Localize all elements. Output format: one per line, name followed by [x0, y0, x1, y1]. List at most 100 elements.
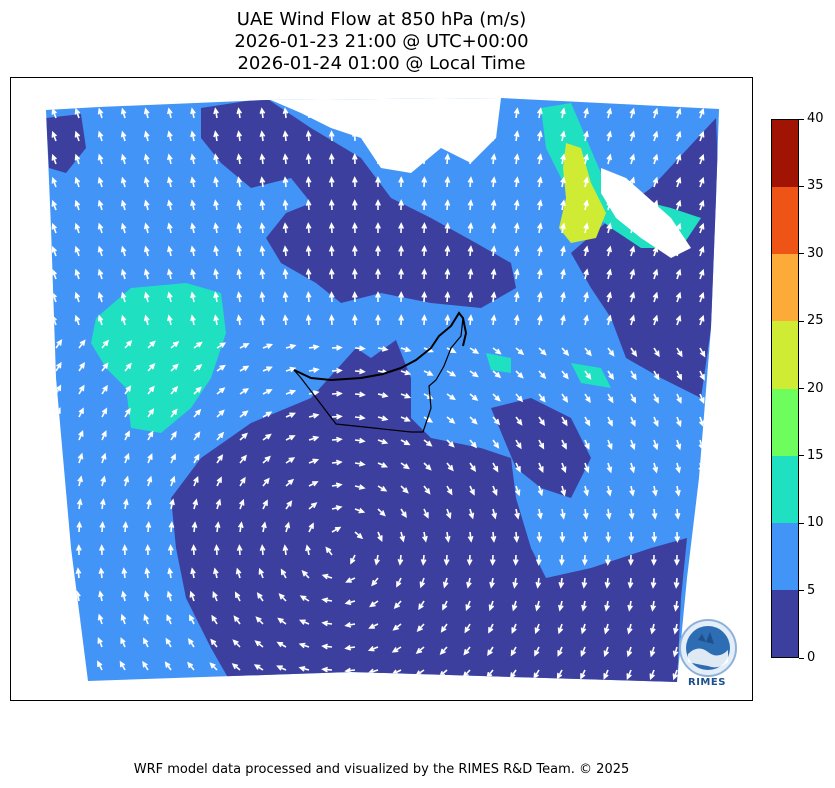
wind-arrow [146, 498, 152, 510]
wind-arrow [193, 363, 203, 372]
wind-arrow [492, 462, 499, 473]
wind-arrow [54, 475, 60, 487]
wind-arrow [236, 130, 243, 142]
wind-arrow [491, 508, 497, 520]
wind-arrow [120, 153, 127, 165]
wind-arrow [630, 370, 637, 381]
wind-arrow [490, 245, 497, 257]
wind-arrow [603, 669, 609, 680]
wind-arrow [192, 498, 199, 510]
wind-arrow [259, 107, 266, 119]
wind-arrow [513, 314, 520, 326]
wind-arrow [101, 407, 108, 418]
wind-arrow [190, 222, 196, 234]
wind-arrow [239, 454, 247, 464]
wind-arrow [467, 107, 474, 119]
wind-arrow [75, 544, 82, 556]
colorbar-tick-label: 35 [807, 178, 824, 194]
wind-arrow [74, 245, 81, 257]
wind-arrow [698, 222, 705, 234]
wind-arrow [674, 508, 681, 520]
wind-arrow [305, 544, 311, 556]
wind-arrow [559, 508, 566, 520]
wind-arrow [512, 577, 519, 589]
wind-arrow [515, 393, 524, 403]
wind-arrow [490, 130, 497, 142]
wind-arrow [653, 393, 659, 404]
wind-arrow [77, 475, 83, 487]
wind-arrow [280, 568, 287, 579]
wind-arrow [344, 622, 356, 628]
wind-arrow [259, 130, 266, 142]
wind-arrow [536, 153, 543, 165]
wind-arrow [513, 199, 520, 211]
wind-arrow [187, 661, 195, 671]
wind-arrow [444, 268, 451, 280]
wind-arrow [653, 347, 660, 358]
wind-arrow [262, 343, 274, 349]
wind-arrow [513, 176, 520, 188]
wind-arrow [583, 245, 589, 257]
wind-arrow [351, 107, 358, 119]
wind-arrow [560, 268, 566, 280]
wind-arrow [629, 176, 636, 188]
wind-arrow [421, 314, 428, 326]
wind-arrow [515, 370, 524, 379]
wind-arrow [492, 393, 501, 402]
wind-arrow [584, 416, 591, 427]
wind-arrow [308, 390, 320, 396]
wind-arrow [350, 554, 356, 565]
wind-arrow [213, 544, 220, 556]
wind-arrow [262, 477, 270, 487]
wind-arrow [351, 314, 358, 326]
wind-arrow [256, 592, 264, 602]
colorbar-tick [799, 253, 804, 255]
wind-arrow [606, 485, 612, 497]
wind-arrow [120, 245, 127, 257]
wind-arrow [331, 505, 343, 511]
wind-arrow [536, 291, 543, 303]
wind-arrow [534, 623, 540, 635]
wind-arrow [259, 314, 266, 326]
wind-arrow [652, 107, 659, 119]
wind-arrow [469, 485, 475, 496]
wind-arrow [354, 414, 366, 421]
wind-arrow [259, 199, 266, 211]
wind-arrow [254, 640, 264, 648]
wind-arrow [190, 268, 196, 280]
wind-arrow [167, 268, 173, 280]
wind-arrow [675, 130, 682, 142]
wind-arrow [676, 347, 683, 358]
wind-arrow [166, 590, 173, 602]
wind-arrow [99, 498, 106, 510]
wind-arrow [536, 268, 543, 280]
wind-arrow [214, 521, 221, 533]
wind-arrow [262, 366, 273, 372]
wind-arrow [605, 531, 612, 543]
wind-arrow [398, 176, 405, 188]
wind-arrow [513, 531, 520, 543]
colorbar-tick [799, 455, 804, 457]
wind-arrow [673, 577, 680, 589]
wind-arrow [446, 439, 455, 448]
wind-arrow [76, 498, 83, 510]
wind-arrow [216, 342, 227, 349]
wind-arrow [398, 291, 405, 303]
wind-arrow [328, 268, 335, 280]
wind-arrow [354, 345, 366, 352]
wind-arrow [675, 462, 681, 474]
wind-arrow [697, 508, 704, 520]
no-data-patch-north [266, 98, 501, 173]
wind-arrow [375, 130, 381, 141]
wind-arrow [423, 485, 431, 495]
wind-arrow [463, 646, 471, 656]
wind-arrow [167, 130, 173, 142]
strong-wind-gulf-of-oman [486, 353, 511, 373]
wind-arrow [606, 314, 612, 326]
wind-arrow [259, 222, 266, 234]
wind-arrow [97, 613, 104, 625]
wind-arrow [120, 222, 127, 234]
wind-arrow [377, 531, 383, 542]
wind-arrow [170, 453, 176, 464]
rimes-logo-text: RIMES [688, 677, 726, 688]
